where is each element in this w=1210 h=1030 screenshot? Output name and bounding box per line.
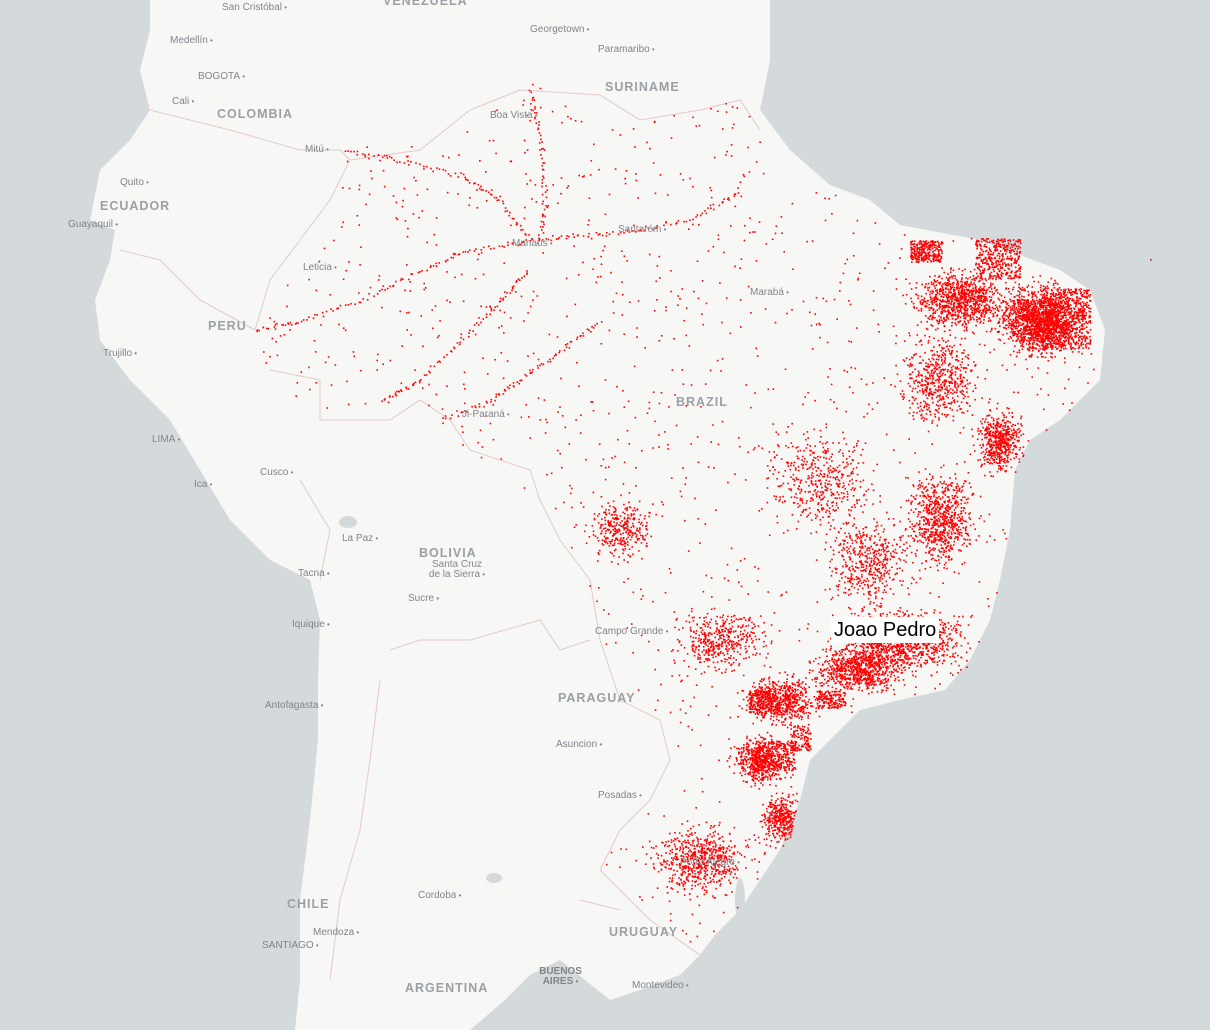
city-label-san-cristobal: San Cristóbal	[222, 2, 287, 13]
city-label-santiago: SANTIAGO	[262, 940, 319, 951]
country-label-argentina: ARGENTINA	[405, 981, 489, 995]
city-label-medellin: Medellín	[170, 35, 213, 46]
lake-cordoba	[486, 873, 502, 883]
country-label-brazil: BRAZIL	[676, 395, 728, 409]
lagoa-dos-patos	[735, 878, 745, 922]
city-label-asuncion: Asuncion	[556, 739, 602, 750]
city-label-guayaquil: Guayaquil	[68, 219, 118, 230]
south-america-landmass	[90, 0, 1105, 1030]
callout-label: Joao Pedro	[831, 617, 940, 643]
city-label-montevideo: Montevideo	[632, 980, 689, 991]
lake-titicaca	[339, 516, 357, 528]
country-label-peru: PERU	[208, 319, 247, 333]
city-label-posadas: Posadas	[598, 790, 642, 801]
country-label-suriname: SURINAME	[605, 80, 680, 94]
country-label-uruguay: URUGUAY	[609, 925, 679, 939]
city-label-la-paz: La Paz	[342, 533, 378, 544]
country-label-paraguay: PARAGUAY	[558, 691, 636, 705]
city-label-buenos-aires: BUENOS AIRES	[533, 967, 588, 987]
city-label-cali: Cali	[172, 96, 194, 107]
city-label-iquique: Iquique	[292, 619, 330, 630]
city-label-ji-parana: Ji-Paraná	[462, 409, 510, 420]
city-label-tacna: Tacna	[298, 568, 330, 579]
country-borders	[119, 89, 761, 981]
city-label-trujillo: Trujillo	[103, 348, 137, 359]
country-label-ecuador: ECUADOR	[100, 199, 171, 213]
city-label-paramaribo: Paramaribo	[598, 44, 655, 55]
city-label-georgetown: Georgetown	[530, 24, 590, 35]
city-label-santa-cruz: Santa Cruz de la Sierra	[427, 560, 487, 580]
country-label-venezuela: VENEZUELA	[383, 0, 468, 8]
city-label-cordoba: Cordoba	[418, 890, 461, 901]
city-label-leticia: Leticia	[303, 262, 337, 273]
country-label-bolivia: BOLIVIA	[419, 546, 477, 560]
city-label-boa-vista: Boa Vista	[490, 110, 538, 121]
city-label-mendoza: Mendoza	[313, 927, 359, 938]
city-label-quito: Quito	[120, 177, 149, 188]
city-label-lima: LIMA	[152, 434, 180, 445]
city-label-bogota: BOGOTA	[198, 71, 245, 82]
country-label-colombia: COLOMBIA	[217, 107, 294, 121]
city-label-ica: Ica	[194, 479, 212, 490]
city-label-cusco: Cusco	[260, 467, 293, 478]
city-label-mitu: Mitú	[305, 144, 329, 155]
city-label-antofagasta: Antofagasta	[265, 700, 323, 711]
city-label-porto-alegre: Porto Alegre	[680, 857, 740, 868]
country-label-chile: CHILE	[287, 897, 330, 911]
city-label-maraba: Marabá	[750, 287, 789, 298]
city-label-campo-grande: Campo Grande	[595, 626, 668, 637]
city-label-santarem: Santarém	[618, 224, 666, 235]
city-label-sucre: Sucre	[408, 593, 439, 604]
dot-layer	[256, 83, 1152, 943]
city-label-manaus: Manaus	[512, 238, 553, 249]
